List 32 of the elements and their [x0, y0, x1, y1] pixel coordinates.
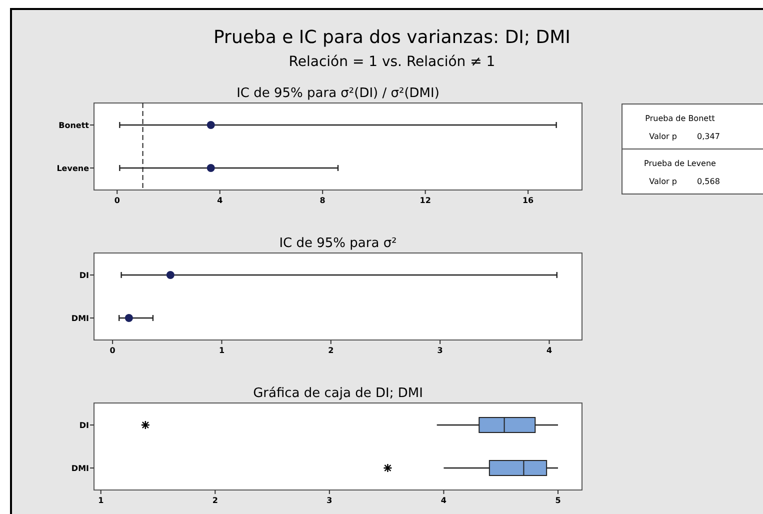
x-tick-label: 2	[212, 496, 218, 505]
x-tick-label: 4	[217, 196, 224, 205]
text: Prueba e IC para dos varianzas: DI; DMI	[214, 27, 570, 48]
text: Prueba de Bonett	[645, 114, 715, 123]
x-tick-label: 16	[522, 196, 534, 205]
x-tick-label: 0	[114, 196, 120, 205]
x-tick-label: 5	[555, 496, 562, 505]
x-tick-label: 4	[440, 496, 447, 505]
chart-title: IC de 95% para σ²(DI) / σ²(DMI)	[236, 86, 440, 101]
text: 0,568	[697, 177, 720, 186]
x-tick-label: 8	[320, 196, 326, 205]
y-tick-label: DI	[79, 421, 90, 430]
text: Relación = 1 vs. Relación ≠ 1	[288, 54, 496, 70]
chart-title: IC de 95% para σ²	[279, 236, 397, 251]
y-tick-label: DMI	[71, 314, 90, 323]
y-tick-label: Levene	[56, 164, 90, 173]
x-tick-label: 2	[328, 346, 334, 355]
text: Valor p	[649, 177, 677, 186]
x-tick-label: 0	[110, 346, 116, 355]
y-tick-label: DI	[79, 271, 90, 280]
x-tick-label: 1	[98, 496, 104, 505]
text: Prueba de Levene	[644, 159, 716, 168]
chart-title: Gráfica de caja de DI; DMI	[253, 386, 423, 401]
x-tick-label: 3	[437, 346, 443, 355]
text: Valor p	[649, 132, 677, 141]
text: 0,347	[697, 132, 720, 141]
x-tick-label: 1	[218, 346, 225, 355]
x-tick-label: 12	[420, 196, 431, 205]
x-tick-label: 4	[546, 346, 552, 355]
y-tick-label: DMI	[71, 464, 90, 473]
y-tick-label: Bonett	[58, 121, 90, 130]
x-tick-label: 3	[326, 496, 332, 505]
